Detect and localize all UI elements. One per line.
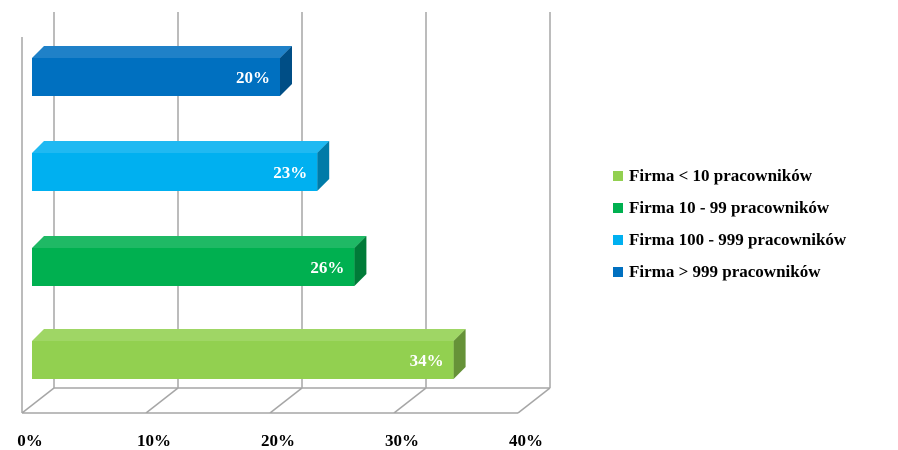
floor-gridline [145,387,179,414]
legend-label: Firma > 999 pracowników [629,262,821,281]
legend-swatch [613,203,623,213]
x-tick-label: 40% [509,431,543,450]
x-axis-ticks: 0% 10% 20% 30% 40% [17,431,543,450]
floor-gridline [21,387,55,414]
bar-top-face [32,329,466,341]
floor-gridline [269,387,303,414]
bar-side-face [280,46,292,96]
legend-item: Firma > 999 pracowników [613,256,898,288]
bar [32,153,318,191]
bar-side-face [453,329,466,379]
bar-data-label: 26% [310,258,344,277]
legend-swatch [613,235,623,245]
x-tick-label: 0% [17,431,43,450]
bar-data-label: 34% [410,351,444,370]
legend-label: Firma < 10 pracowników [629,166,812,185]
bar-data-label: 23% [273,163,307,182]
legend-item: Firma < 10 pracowników [613,160,898,192]
bar [32,248,355,286]
bar-side-face [354,236,367,286]
bar-side-face [317,141,330,191]
x-tick-label: 30% [385,431,419,450]
legend-swatch [613,171,623,181]
floor-gridline [517,387,551,414]
chart-bars: 34% 26% 23% 20% [32,46,466,379]
bar-top-face [32,141,330,153]
legend-item: Firma 10 - 99 pracowników [613,192,898,224]
legend-item: Firma 100 - 999 pracowników [613,224,898,256]
bar-top-face [32,236,367,248]
bar [32,341,454,379]
legend-label: Firma 100 - 999 pracowników [629,230,847,249]
bar-top-face [32,46,292,58]
x-tick-label: 20% [261,431,295,450]
x-tick-label: 10% [137,431,171,450]
legend-label: Firma 10 - 99 pracowników [629,198,830,217]
chart-legend: Firma < 10 pracowników Firma 10 - 99 pra… [613,160,898,288]
floor-gridline [393,387,427,414]
bar [32,58,280,96]
bar-data-label: 20% [236,68,270,87]
legend-swatch [613,267,623,277]
